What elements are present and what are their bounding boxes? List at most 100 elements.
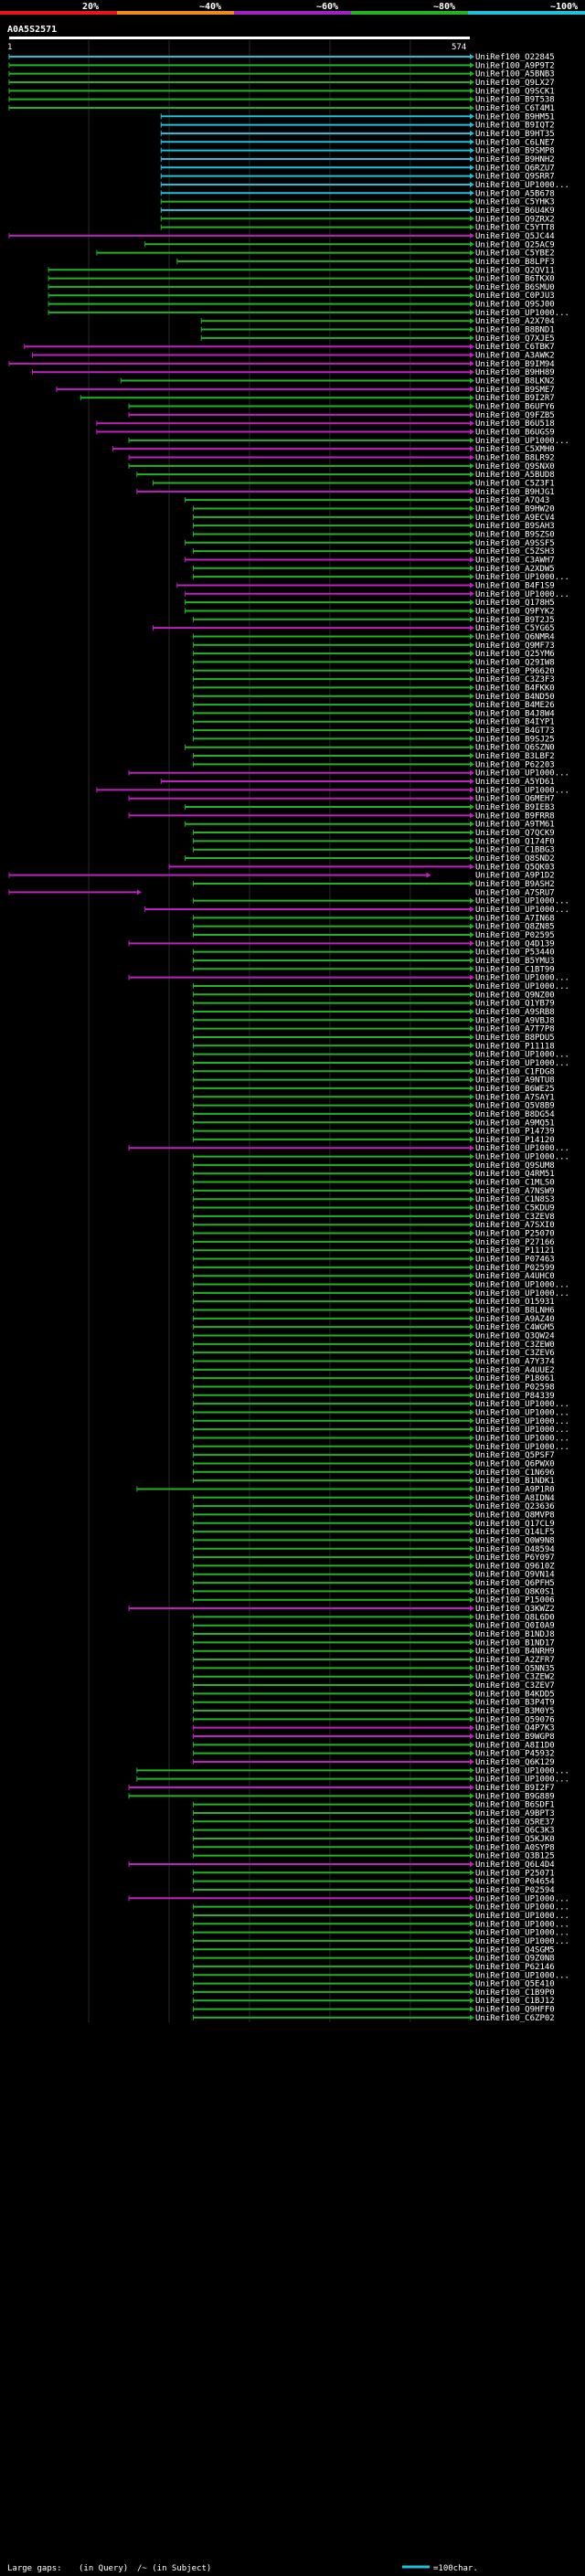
hit-end-arrow bbox=[470, 1102, 474, 1108]
hit-label: UniRef100_P02599 bbox=[475, 1264, 555, 1273]
hit-end-arrow bbox=[470, 1196, 474, 1203]
hit-label: UniRef100_Q5NN35 bbox=[475, 1664, 555, 1673]
hit-row: UniRef100_B4F1S9 bbox=[176, 581, 555, 590]
hit-label: UniRef100_UP1000... bbox=[475, 437, 569, 446]
hit-end-arrow bbox=[470, 982, 474, 989]
hit-row: UniRef100_UP1000... bbox=[185, 590, 569, 599]
hit-label: UniRef100_Q8ZN85 bbox=[475, 923, 555, 932]
hit-label: UniRef100_A8I1D0 bbox=[475, 1741, 555, 1750]
hit-end-arrow bbox=[470, 1468, 474, 1475]
hit-row: UniRef100_Q6MEH7 bbox=[128, 795, 555, 804]
hit-label: UniRef100_Q9SRR7 bbox=[475, 173, 555, 182]
hit-label: UniRef100_C5YBE2 bbox=[475, 249, 555, 259]
hit-end-arrow bbox=[470, 1529, 474, 1535]
hit-label: UniRef100_A7Y374 bbox=[475, 1357, 555, 1366]
hit-end-arrow bbox=[470, 1068, 474, 1075]
hit-row: UniRef100_Q178H5 bbox=[185, 599, 555, 608]
hit-end-arrow bbox=[470, 1844, 474, 1850]
hit-end-arrow bbox=[470, 1776, 474, 1782]
hit-end-arrow bbox=[470, 1886, 474, 1892]
hit-row: UniRef100_A9P9T2 bbox=[8, 61, 555, 70]
hit-end-arrow bbox=[470, 1034, 474, 1040]
hit-label: UniRef100_P62203 bbox=[475, 760, 555, 769]
hit-end-arrow bbox=[470, 1366, 474, 1373]
hit-row: UniRef100_B9T2J5 bbox=[192, 616, 555, 625]
hit-label: UniRef100_P02595 bbox=[475, 931, 555, 940]
hit-row: UniRef100_B6SDF1 bbox=[192, 1801, 555, 1810]
hit-label: UniRef100_UP1000... bbox=[475, 1766, 569, 1776]
hit-row: UniRef100_Q5RE37 bbox=[192, 1818, 555, 1827]
hit-end-arrow bbox=[470, 608, 474, 614]
hit-row: UniRef100_B1ND17 bbox=[192, 1638, 555, 1648]
hit-row: UniRef100_Q8SND2 bbox=[185, 854, 555, 864]
hit-end-arrow bbox=[470, 411, 474, 418]
hit-end-arrow bbox=[470, 1657, 474, 1663]
hit-row: UniRef100_C5YTT8 bbox=[160, 224, 555, 233]
hit-end-arrow bbox=[470, 1460, 474, 1467]
hit-end-arrow bbox=[470, 966, 474, 972]
hit-row: UniRef100_B8LPF3 bbox=[176, 258, 555, 267]
hit-row: UniRef100_B6UFY6 bbox=[128, 403, 555, 412]
hit-end-arrow bbox=[470, 1903, 474, 1910]
hit-end-arrow bbox=[470, 1724, 474, 1731]
hit-end-arrow bbox=[470, 1571, 474, 1577]
hit-row: UniRef100_A9ECV4 bbox=[192, 514, 555, 523]
hit-row: UniRef100_A9SRB8 bbox=[192, 1008, 555, 1017]
hit-row: UniRef100_B6UGS9 bbox=[96, 429, 555, 438]
hit-label: UniRef100_O22845 bbox=[475, 53, 555, 62]
hit-label: UniRef100_A7Q43 bbox=[475, 496, 549, 505]
hit-label: UniRef100_P53440 bbox=[475, 949, 555, 958]
hit-end-arrow bbox=[470, 1809, 474, 1816]
hit-end-arrow bbox=[470, 275, 474, 281]
hit-end-arrow bbox=[470, 54, 474, 59]
hit-end-arrow bbox=[470, 1870, 474, 1876]
hit-row: UniRef100_Q9ZRX2 bbox=[160, 215, 555, 224]
hit-row: UniRef100_Q9SRR7 bbox=[160, 173, 555, 182]
hit-row: UniRef100_Q9SNX0 bbox=[128, 462, 555, 472]
hit-end-arrow bbox=[470, 1435, 474, 1441]
hit-end-arrow bbox=[470, 1409, 474, 1415]
hit-label: UniRef100_B3M0Y5 bbox=[475, 1707, 555, 1716]
hit-end-arrow bbox=[470, 2014, 474, 2020]
hit-row: UniRef100_C3ZEV6 bbox=[192, 1349, 555, 1358]
hit-row: UniRef100_Q25AC9 bbox=[144, 240, 555, 249]
hit-end-arrow bbox=[470, 190, 474, 196]
hit-label: UniRef100_C3ZEV6 bbox=[475, 1349, 555, 1358]
hit-label: UniRef100_B4F1S9 bbox=[475, 581, 555, 590]
hit-label: UniRef100_Q9ZRX2 bbox=[475, 215, 555, 224]
hit-row: UniRef100_Q5JC44 bbox=[8, 232, 555, 241]
hit-row: UniRef100_B3M0Y5 bbox=[192, 1707, 555, 1716]
hit-end-arrow bbox=[470, 1554, 474, 1561]
hit-label: UniRef100_A9BPT3 bbox=[475, 1809, 555, 1818]
hit-row: UniRef100_UP1000... bbox=[192, 1400, 569, 1409]
hit-row: UniRef100_A9TM61 bbox=[185, 821, 555, 830]
hit-label: UniRef100_Q9FYK2 bbox=[475, 607, 555, 616]
hit-label: UniRef100_P07463 bbox=[475, 1256, 555, 1265]
hit-end-arrow bbox=[470, 241, 474, 248]
hit-label: UniRef100_B8LKN2 bbox=[475, 377, 555, 387]
hit-label: UniRef100_B9FRR8 bbox=[475, 811, 555, 821]
hit-end-arrow bbox=[470, 122, 474, 128]
hit-label: UniRef100_C5YG65 bbox=[475, 624, 555, 633]
hit-row: UniRef100_UP1000... bbox=[192, 1153, 569, 1162]
hit-end-arrow bbox=[470, 283, 474, 290]
hit-label: UniRef100_UP1000... bbox=[475, 1929, 569, 1938]
hit-label: UniRef100_Q9FZB5 bbox=[475, 411, 555, 420]
hit-label: UniRef100_UP1000... bbox=[475, 769, 569, 779]
hit-end-arrow bbox=[470, 207, 474, 213]
hit-end-arrow bbox=[470, 1852, 474, 1859]
hit-end-arrow bbox=[470, 1614, 474, 1620]
hit-label: UniRef100_C1BT99 bbox=[475, 965, 555, 974]
hit-end-arrow bbox=[470, 1742, 474, 1748]
hit-label: UniRef100_B9SMP8 bbox=[475, 147, 555, 156]
hit-row: UniRef100_Q3B125 bbox=[192, 1852, 555, 1861]
hit-row: UniRef100_UP1000... bbox=[136, 1776, 569, 1785]
legend-gaps-label: Large gaps: bbox=[7, 2564, 62, 2573]
hit-end-arrow bbox=[470, 1921, 474, 1927]
hit-end-arrow bbox=[470, 403, 474, 409]
hit-row: UniRef100_A5YD61 bbox=[160, 778, 555, 787]
hit-row: UniRef100_UP1000... bbox=[192, 1971, 569, 1980]
hit-end-arrow bbox=[470, 574, 474, 580]
hit-row: UniRef100_B9HH89 bbox=[32, 368, 555, 377]
hit-row: UniRef100_A9P1R0 bbox=[136, 1485, 555, 1494]
